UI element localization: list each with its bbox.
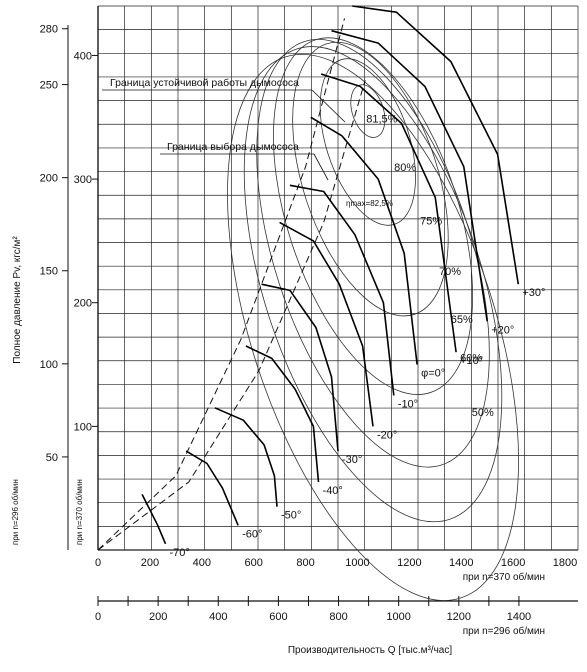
y-axis-296-label: при n=296 об/мин [11,479,20,545]
x-tick-label-296: 1400 [507,611,531,623]
blade-angle-label: -50° [281,510,301,522]
blade-angle-curves [141,5,520,545]
blade-angle-curve [331,29,488,322]
x-tick-label-370: 1200 [397,557,421,569]
selection-boundary-label: Граница выбора дымососа [167,141,299,153]
blade-angle-label: -10° [398,398,418,410]
efficiency-label: 65% [451,314,473,326]
y-tick-label-296: 200 [40,173,58,185]
x-tick-label-370: 400 [193,557,211,569]
blade-angle-curve [279,221,374,427]
x-tick-label-370: 600 [244,557,262,569]
blade-angle-curve [141,494,167,545]
x-tick-label-370: 1000 [345,557,369,569]
blade-angle-curve [320,73,457,353]
y-tick-label-370: 400 [74,50,92,62]
efficiency-label: 75% [420,216,442,228]
x-tick-label-296: 0 [95,611,101,623]
efficiency-contour [292,41,449,317]
efficiency-contour [227,53,519,601]
stability-leader [311,89,346,123]
blade-angle-label: -40° [323,485,343,497]
x-tick-label-370: 1400 [449,557,473,569]
x-tick-label-370: 200 [141,557,159,569]
x-tick-label-296: 600 [269,611,287,623]
blade-angle-curve [352,5,520,285]
x-axis-title: Производительность Q [тыс.м³/час] [288,645,452,656]
y-tick-label-296: 100 [40,359,58,371]
x-tick-label-296: 200 [149,611,167,623]
y-tick-label-296: 250 [40,80,58,92]
blade-angle-label: +20° [491,324,514,336]
x-axis-296-label: при n=296 об/мин [463,625,545,637]
selection-leader [313,153,329,181]
efficiency-contour [243,46,503,523]
blade-angle-label: -20° [377,429,397,441]
stability-boundary-label: Граница устойчивой работы дымососа [110,77,299,89]
y-tick-label-370: 200 [74,298,92,310]
blade-angle-curve [289,184,395,396]
y-axis-title: Полное давление Pv, кгс/м² [12,236,23,364]
y-tick-label-296: 280 [40,24,58,36]
x-tick-label-370: 1600 [501,557,525,569]
y-tick-label-296: 50 [46,452,58,464]
blade-angle-label: -30° [342,454,362,466]
blade-angle-curve [185,450,239,526]
boundary-curves [97,18,366,551]
y-tick-label-370: 100 [74,421,92,433]
blade-angle-label: φ=0° [421,368,445,380]
x-tick-label-370: 1800 [553,557,577,569]
blade-angle-label: -60° [242,528,262,540]
x-tick-label-370: 0 [95,557,101,569]
efficiency-contour [350,84,386,138]
blade-angle-label: +30° [522,287,545,299]
efficiency-label: 81,5% [366,113,397,125]
y-tick-label-370: 300 [74,174,92,186]
blade-angle-curve [261,283,339,452]
blade-angle-curve [214,407,278,507]
boundary-curve [97,80,366,551]
chart-labels: -70° -60° -50° -40° -30° -20° -10° φ=0° +10° +20°… [102,77,545,559]
blade-angle-label: +10° [460,355,483,367]
x-axis-370-label: при n=370 об/мин [463,571,545,583]
efficiency-contours: 81,5% 80% 75% 70% 65% 60% 50% [227,37,519,601]
blade-angle-curve [245,345,320,483]
efficiency-label: 50% [472,407,494,419]
x-tick-label-296: 400 [209,611,227,623]
efficiency-label: 60% [460,352,482,364]
y-tick-label-296: 150 [40,266,58,278]
x-tick-label-296: 1000 [386,611,410,623]
efficiency-label: 80% [394,162,416,174]
x-tick-label-370: 800 [296,557,314,569]
efficiency-label: 70% [439,266,461,278]
x-tick-label-296: 800 [329,611,347,623]
blade-angle-label: -70° [169,547,189,559]
grid [97,5,579,551]
blade-angle-curve [310,116,418,365]
boundary-curve [97,18,345,551]
eta-max-label: ηmax=82,5% [346,199,393,208]
x-tick-label-296: 1200 [447,611,471,623]
y-axis-370-label: при n=370 об/мин [75,479,84,545]
